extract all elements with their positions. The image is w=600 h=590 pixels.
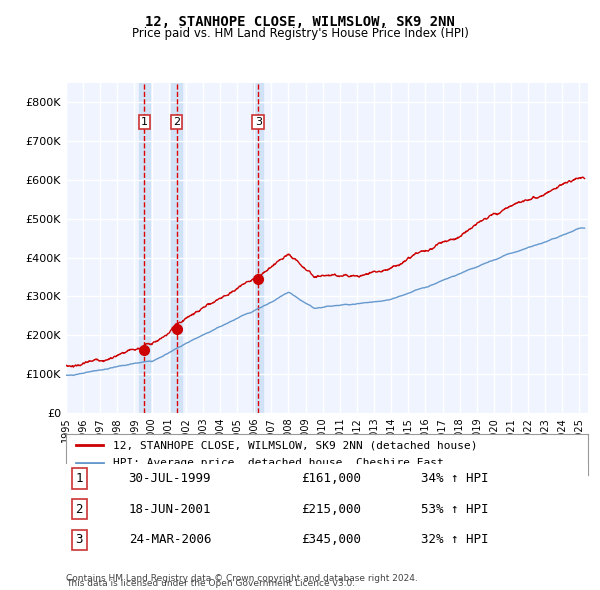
Bar bbox=[172, 83, 182, 413]
Text: 1: 1 bbox=[76, 472, 83, 485]
Bar bbox=[139, 83, 149, 413]
Text: £161,000: £161,000 bbox=[301, 472, 361, 485]
Text: 30-JUL-1999: 30-JUL-1999 bbox=[128, 472, 211, 485]
Text: 2: 2 bbox=[173, 117, 180, 127]
Text: 53% ↑ HPI: 53% ↑ HPI bbox=[421, 503, 488, 516]
Text: 2: 2 bbox=[76, 503, 83, 516]
Text: 12, STANHOPE CLOSE, WILMSLOW, SK9 2NN (detached house): 12, STANHOPE CLOSE, WILMSLOW, SK9 2NN (d… bbox=[113, 440, 478, 450]
Text: 1: 1 bbox=[141, 117, 148, 127]
Text: 3: 3 bbox=[254, 117, 262, 127]
Text: 24-MAR-2006: 24-MAR-2006 bbox=[128, 533, 211, 546]
Text: 32% ↑ HPI: 32% ↑ HPI bbox=[421, 533, 488, 546]
Text: 34% ↑ HPI: 34% ↑ HPI bbox=[421, 472, 488, 485]
Text: £345,000: £345,000 bbox=[301, 533, 361, 546]
Text: 12, STANHOPE CLOSE, WILMSLOW, SK9 2NN: 12, STANHOPE CLOSE, WILMSLOW, SK9 2NN bbox=[145, 15, 455, 29]
Text: 18-JUN-2001: 18-JUN-2001 bbox=[128, 503, 211, 516]
Text: 3: 3 bbox=[76, 533, 83, 546]
Text: Price paid vs. HM Land Registry's House Price Index (HPI): Price paid vs. HM Land Registry's House … bbox=[131, 27, 469, 40]
Text: This data is licensed under the Open Government Licence v3.0.: This data is licensed under the Open Gov… bbox=[66, 579, 355, 588]
Bar bbox=[253, 83, 263, 413]
Text: £215,000: £215,000 bbox=[301, 503, 361, 516]
Text: HPI: Average price, detached house, Cheshire East: HPI: Average price, detached house, Ches… bbox=[113, 458, 444, 468]
Text: Contains HM Land Registry data © Crown copyright and database right 2024.: Contains HM Land Registry data © Crown c… bbox=[66, 574, 418, 583]
